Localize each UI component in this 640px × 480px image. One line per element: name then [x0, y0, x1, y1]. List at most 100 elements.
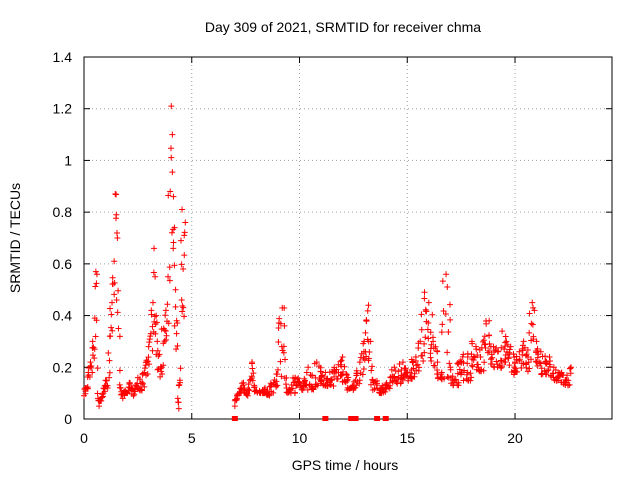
data-point	[513, 368, 520, 375]
data-point	[154, 338, 161, 345]
data-point	[350, 386, 357, 393]
data-point	[357, 354, 364, 361]
data-point	[526, 310, 533, 317]
data-point	[149, 347, 156, 354]
data-point	[469, 363, 476, 370]
data-point	[372, 378, 379, 385]
data-point	[294, 376, 301, 383]
y-tick-label: 1	[64, 152, 72, 168]
data-point	[439, 321, 446, 328]
data-point	[113, 230, 120, 237]
data-points	[81, 103, 575, 421]
data-point	[523, 352, 530, 359]
data-point	[521, 344, 528, 351]
data-point	[275, 339, 282, 346]
data-point	[445, 328, 452, 335]
data-point	[180, 304, 187, 311]
data-point	[469, 340, 476, 347]
data-point	[404, 373, 411, 380]
data-point	[179, 308, 186, 315]
data-point	[504, 341, 511, 348]
data-point	[438, 329, 445, 336]
data-point	[116, 367, 123, 374]
data-point	[467, 370, 474, 377]
data-point	[483, 320, 490, 327]
data-point	[428, 357, 435, 364]
data-point	[141, 383, 148, 390]
data-point	[154, 347, 161, 354]
data-point	[165, 320, 172, 327]
data-point	[162, 336, 169, 343]
x-tick-label: 10	[292, 430, 308, 446]
data-point	[383, 385, 390, 392]
data-point	[166, 277, 173, 284]
data-point	[154, 366, 161, 373]
data-point	[239, 380, 246, 387]
data-point	[505, 355, 512, 362]
data-point	[474, 361, 481, 368]
data-point	[145, 354, 152, 361]
data-point	[502, 333, 509, 340]
data-point	[391, 364, 398, 371]
data-point	[399, 359, 406, 366]
data-point	[338, 371, 345, 378]
data-point	[278, 373, 285, 380]
data-point	[418, 311, 425, 318]
data-point	[126, 381, 133, 388]
data-point	[116, 381, 123, 388]
data-point	[415, 367, 422, 374]
data-point	[261, 386, 268, 393]
data-point	[168, 154, 175, 161]
data-point	[472, 343, 479, 350]
y-tick-label: 0.2	[53, 359, 73, 375]
data-point	[173, 346, 180, 353]
data-point	[111, 258, 118, 265]
data-point	[326, 369, 333, 376]
data-point	[94, 365, 101, 372]
data-point	[534, 345, 541, 352]
data-point	[518, 364, 525, 371]
data-point	[263, 390, 270, 397]
data-point	[162, 327, 169, 334]
data-point	[338, 357, 345, 364]
data-point	[549, 370, 556, 377]
data-point	[93, 271, 100, 278]
data-point	[366, 348, 373, 355]
data-point	[143, 357, 150, 364]
data-point	[159, 370, 166, 377]
data-point	[477, 353, 484, 360]
data-point	[277, 320, 284, 327]
data-point	[109, 327, 116, 334]
data-point	[101, 388, 108, 395]
data-point	[243, 391, 250, 398]
x-tick-label: 0	[80, 430, 88, 446]
data-point	[486, 340, 493, 347]
data-point	[432, 343, 439, 350]
data-point	[444, 349, 451, 356]
data-point	[364, 307, 371, 314]
data-point	[562, 376, 569, 383]
data-point	[503, 338, 510, 345]
data-point	[349, 383, 356, 390]
data-point	[421, 289, 428, 296]
data-point	[162, 307, 169, 314]
data-point	[167, 145, 174, 152]
data-point	[283, 389, 290, 396]
data-point	[337, 372, 344, 379]
data-point	[151, 245, 158, 252]
data-point	[422, 334, 429, 341]
data-point	[310, 386, 317, 393]
data-point	[181, 232, 188, 239]
data-point	[144, 370, 151, 377]
data-point	[474, 352, 481, 359]
data-point	[103, 377, 110, 384]
data-point	[499, 363, 506, 370]
data-point	[301, 375, 308, 382]
data-point	[481, 359, 488, 366]
data-point	[181, 229, 188, 236]
data-point	[534, 362, 541, 369]
data-point	[487, 356, 494, 363]
data-point	[537, 360, 544, 367]
data-point	[109, 274, 116, 281]
data-point	[428, 341, 435, 348]
